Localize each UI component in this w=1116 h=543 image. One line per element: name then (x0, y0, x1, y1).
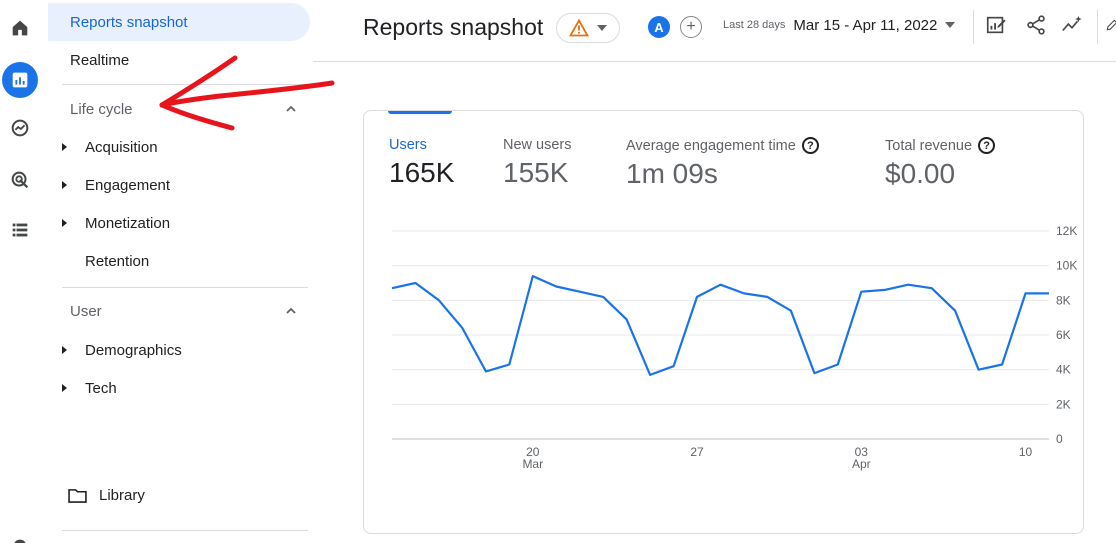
nav-section-lifecycle[interactable]: Life cycle (48, 90, 298, 128)
nav-item-label: Retention (85, 252, 150, 270)
nav-library-label: Library (99, 486, 145, 504)
configure-icon[interactable] (2, 212, 38, 248)
insights-icon[interactable] (1059, 12, 1085, 38)
x-tick-label: 27 (690, 445, 704, 459)
folder-icon (68, 488, 87, 503)
nav-item-tech[interactable]: Tech (48, 369, 117, 407)
date-range-picker[interactable]: Last 28 days Mar 15 - Apr 11, 2022 (723, 14, 956, 36)
nav-divider (62, 530, 308, 531)
metric-value: 155K (503, 157, 569, 188)
header-divider (1097, 10, 1098, 44)
report-header: Reports snapshot A + Last 28 days Mar 15… (313, 0, 1116, 62)
y-tick-label: 4K (1056, 363, 1071, 377)
help-icon[interactable]: ? (801, 137, 819, 154)
expand-arrow-icon (62, 219, 67, 227)
caret-down-icon (945, 22, 956, 28)
add-comparison-button[interactable]: + (680, 16, 702, 38)
y-tick-label: 10K (1056, 259, 1077, 273)
y-tick-label: 6K (1056, 328, 1071, 342)
metric-tab-total-revenue[interactable]: Total revenue ? $0.00 (885, 137, 996, 190)
users-overview-card: Users 165K New users 155K Average engage… (363, 110, 1084, 534)
nav-item-acquisition[interactable]: Acquisition (48, 128, 158, 166)
nav-item-label: Engagement (85, 176, 171, 194)
nav-item-label: Tech (85, 379, 117, 397)
selected-tab-indicator (388, 111, 452, 114)
help-icon[interactable]: ? (978, 137, 996, 154)
nav-item-demographics[interactable]: Demographics (48, 331, 182, 369)
comparison-avatar[interactable]: A (648, 16, 670, 38)
nav-reports-snapshot-label: Reports snapshot (70, 13, 188, 31)
metric-label: New users (503, 137, 572, 153)
chevron-up-icon (286, 105, 296, 112)
x-tick-label: 10 (1019, 445, 1033, 459)
metric-tab-new-users[interactable]: New users 155K (503, 137, 572, 189)
date-range-label: Last 28 days (723, 19, 786, 31)
data-quality-alert-button[interactable] (556, 13, 620, 43)
nav-reports-snapshot[interactable]: Reports snapshot (48, 3, 310, 41)
y-tick-label: 2K (1056, 397, 1071, 411)
nav-item-retention[interactable]: Retention (48, 242, 149, 280)
header-divider (973, 10, 974, 44)
advertising-icon[interactable] (2, 162, 38, 198)
nav-section-user[interactable]: User (48, 292, 298, 330)
x-tick-sublabel: Mar (522, 457, 543, 471)
x-tick-label: 03 (855, 445, 869, 459)
metric-value: $0.00 (885, 158, 956, 189)
reports-icon[interactable] (2, 62, 38, 98)
chevron-up-icon (286, 307, 296, 314)
settings-icon[interactable] (2, 528, 38, 543)
nav-library[interactable]: Library (48, 476, 145, 514)
x-tick-label: 20 (526, 445, 540, 459)
nav-item-engagement[interactable]: Engagement (48, 166, 170, 204)
metric-tab-avg-engagement-time[interactable]: Average engagement time ? 1m 09s (626, 137, 819, 190)
nav-item-label: Monetization (85, 214, 171, 232)
y-tick-label: 12K (1056, 224, 1077, 238)
nav-item-monetization[interactable]: Monetization (48, 204, 170, 242)
nav-divider (62, 84, 308, 85)
caret-down-icon (597, 25, 607, 31)
y-tick-label: 8K (1056, 293, 1071, 307)
nav-realtime[interactable]: Realtime (48, 41, 129, 79)
nav-item-label: Acquisition (85, 138, 158, 156)
expand-arrow-icon (62, 346, 67, 354)
share-icon[interactable] (1023, 12, 1049, 38)
customize-report-icon[interactable] (983, 12, 1009, 38)
metric-label: Total revenue ? (885, 137, 996, 154)
nav-section-lifecycle-label: Life cycle (70, 100, 133, 118)
nav-section-user-label: User (70, 302, 102, 320)
y-tick-label: 0 (1056, 432, 1063, 446)
metric-label: Average engagement time ? (626, 137, 819, 154)
nav-item-label: Demographics (85, 341, 182, 359)
metric-tab-users[interactable]: Users 165K (389, 137, 454, 189)
left-rail (0, 0, 48, 543)
nav-divider (62, 287, 308, 288)
date-range-value: Mar 15 - Apr 11, 2022 (793, 16, 938, 34)
expand-arrow-icon (62, 181, 67, 189)
metric-label: Users (389, 137, 427, 153)
explore-icon[interactable] (2, 110, 38, 146)
page-title: Reports snapshot (363, 14, 544, 40)
expand-arrow-icon (62, 384, 67, 392)
edit-icon[interactable] (1105, 12, 1116, 38)
metric-value: 165K (389, 157, 455, 188)
home-icon[interactable] (2, 10, 38, 46)
warning-icon (569, 19, 589, 37)
red-arrow-annotation (159, 55, 335, 131)
x-tick-sublabel: Apr (852, 457, 871, 471)
metric-value: 1m 09s (626, 158, 718, 189)
expand-arrow-icon (62, 143, 67, 151)
users-series-line[interactable] (391, 274, 1049, 376)
nav-realtime-label: Realtime (70, 51, 130, 69)
